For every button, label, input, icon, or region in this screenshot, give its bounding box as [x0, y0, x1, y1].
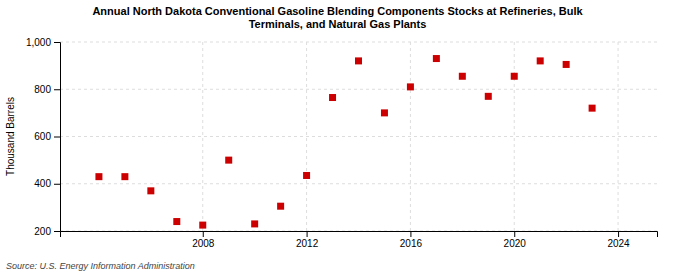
grid-line-x: [306, 42, 307, 231]
x-tick: 2024: [607, 231, 630, 249]
point: [199, 222, 206, 229]
title-line: Annual North Dakota Conventional Gasolin…: [92, 5, 583, 17]
y-tick-label: 200: [34, 226, 51, 237]
x-tick-label: 2024: [607, 238, 630, 249]
x-tick-mark: [410, 231, 411, 237]
x-axis: 2008 2012 2016 2020 2024: [61, 231, 658, 249]
y-tick-mark: [54, 184, 60, 185]
x-tick-mark: [514, 231, 515, 237]
plot-area: 2008 2012 2016 2020 2024 200 400 600 800 1,000: [26, 37, 658, 249]
chart: 2008 2012 2016 2020 2024 200 400 600 800 1,000 Ann…: [0, 0, 675, 275]
y-tick-label: 600: [34, 131, 51, 142]
title-line: Terminals, and Natural Gas Plants: [249, 18, 427, 30]
y-tick-mark: [54, 231, 60, 232]
y-tick-mark: [54, 42, 60, 43]
point: [303, 172, 310, 179]
grid-line-y: [60, 136, 657, 137]
grid-line-y: [60, 42, 657, 43]
y-axis: 200 400 600 800 1,000: [26, 37, 61, 237]
x-tick-mark: [307, 231, 308, 237]
annotation: Source: U.S. Energy Information Administ…: [6, 261, 195, 271]
y-tick-label: 1,000: [26, 37, 51, 48]
point: [433, 55, 440, 62]
point: [589, 105, 596, 112]
point: [277, 203, 284, 210]
x-tick: 2020: [504, 231, 527, 249]
point: [381, 109, 388, 116]
x-tick-label: 2008: [192, 238, 215, 249]
point: [537, 57, 544, 64]
x-tick-mark: [203, 231, 204, 237]
x-tick: 2016: [400, 231, 423, 249]
title: Annual North Dakota Conventional Gasolin…: [92, 5, 583, 30]
y-axis-line: [54, 43, 61, 232]
y-tick-label: 800: [34, 84, 51, 95]
point: [563, 61, 570, 68]
grid-line-y: [60, 183, 657, 184]
points: [95, 55, 595, 229]
y-tick: 200: [34, 226, 60, 237]
x-tick: 2012: [296, 231, 319, 249]
y-tick: 600: [34, 131, 60, 142]
grid-line-y: [60, 89, 657, 90]
grid-line-x: [410, 42, 411, 231]
y-tick: 400: [34, 178, 60, 189]
point: [355, 57, 362, 64]
point: [121, 173, 128, 180]
point: [95, 173, 102, 180]
y-tick-label: 400: [34, 178, 51, 189]
point: [251, 220, 258, 227]
grid-line-x: [202, 42, 203, 231]
point: [511, 73, 518, 80]
y-tick-mark: [54, 89, 60, 90]
x-tick-label: 2012: [296, 238, 319, 249]
x-tick-label: 2020: [504, 238, 527, 249]
point: [147, 187, 154, 194]
grid: [60, 42, 657, 231]
grid-line-x: [618, 42, 619, 231]
y-tick-mark: [54, 137, 60, 138]
x-tick-mark: [618, 231, 619, 237]
x-tick: 2008: [192, 231, 215, 249]
point: [485, 93, 492, 100]
point: [173, 218, 180, 225]
grid-line-x: [514, 42, 515, 231]
point: [329, 94, 336, 101]
point: [459, 73, 466, 80]
x-tick-label: 2016: [400, 238, 423, 249]
point: [225, 157, 232, 164]
y-tick: 1,000: [26, 37, 60, 48]
x-axis-line: [61, 232, 658, 238]
y-axis-label: Thousand Barrels: [5, 97, 16, 176]
point: [407, 83, 414, 90]
y-tick: 800: [34, 84, 60, 95]
